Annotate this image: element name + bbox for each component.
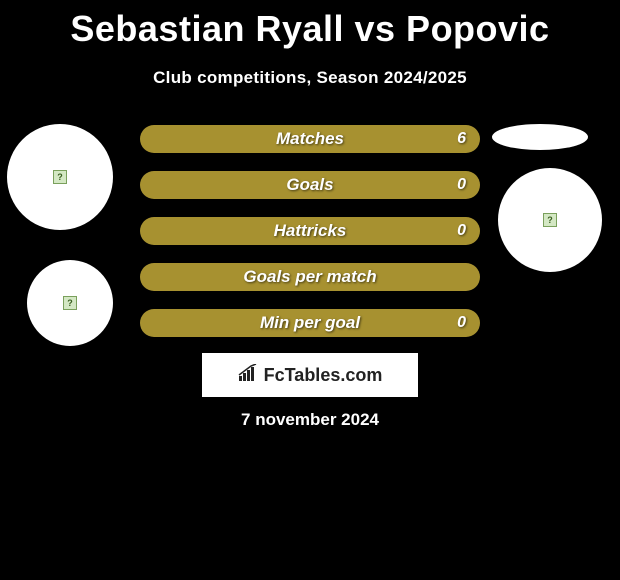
fctables-logo: FcTables.com — [202, 353, 418, 397]
player-avatar-right — [498, 168, 602, 272]
stat-right-value: 0 — [457, 176, 466, 194]
stat-bar-hattricks: Hattricks 0 — [140, 217, 480, 245]
logo-text: FcTables.com — [238, 364, 383, 387]
player-avatar-left-top — [7, 124, 113, 230]
stat-label: Goals — [286, 175, 333, 195]
stat-right-value: 6 — [457, 130, 466, 148]
page-title: Sebastian Ryall vs Popovic — [0, 0, 620, 50]
logo-label: FcTables.com — [264, 365, 383, 386]
stat-bar-min-per-goal: Min per goal 0 — [140, 309, 480, 337]
stats-bars: Matches 6 Goals 0 Hattricks 0 Goals per … — [140, 125, 480, 355]
stat-label: Matches — [276, 129, 344, 149]
stat-label: Hattricks — [274, 221, 347, 241]
stat-bar-matches: Matches 6 — [140, 125, 480, 153]
image-placeholder-icon — [53, 170, 67, 184]
player-avatar-left-bottom — [27, 260, 113, 346]
stat-right-value: 0 — [457, 222, 466, 240]
stat-bar-goals: Goals 0 — [140, 171, 480, 199]
footer-date: 7 november 2024 — [0, 410, 620, 430]
stat-bar-goals-per-match: Goals per match — [140, 263, 480, 291]
stat-label: Goals per match — [243, 267, 376, 287]
stat-right-value: 0 — [457, 314, 466, 332]
image-placeholder-icon — [543, 213, 557, 227]
chart-icon — [238, 364, 260, 387]
stat-label: Min per goal — [260, 313, 360, 333]
page-subtitle: Club competitions, Season 2024/2025 — [0, 68, 620, 88]
image-placeholder-icon — [63, 296, 77, 310]
decorative-ellipse-right — [492, 124, 588, 150]
